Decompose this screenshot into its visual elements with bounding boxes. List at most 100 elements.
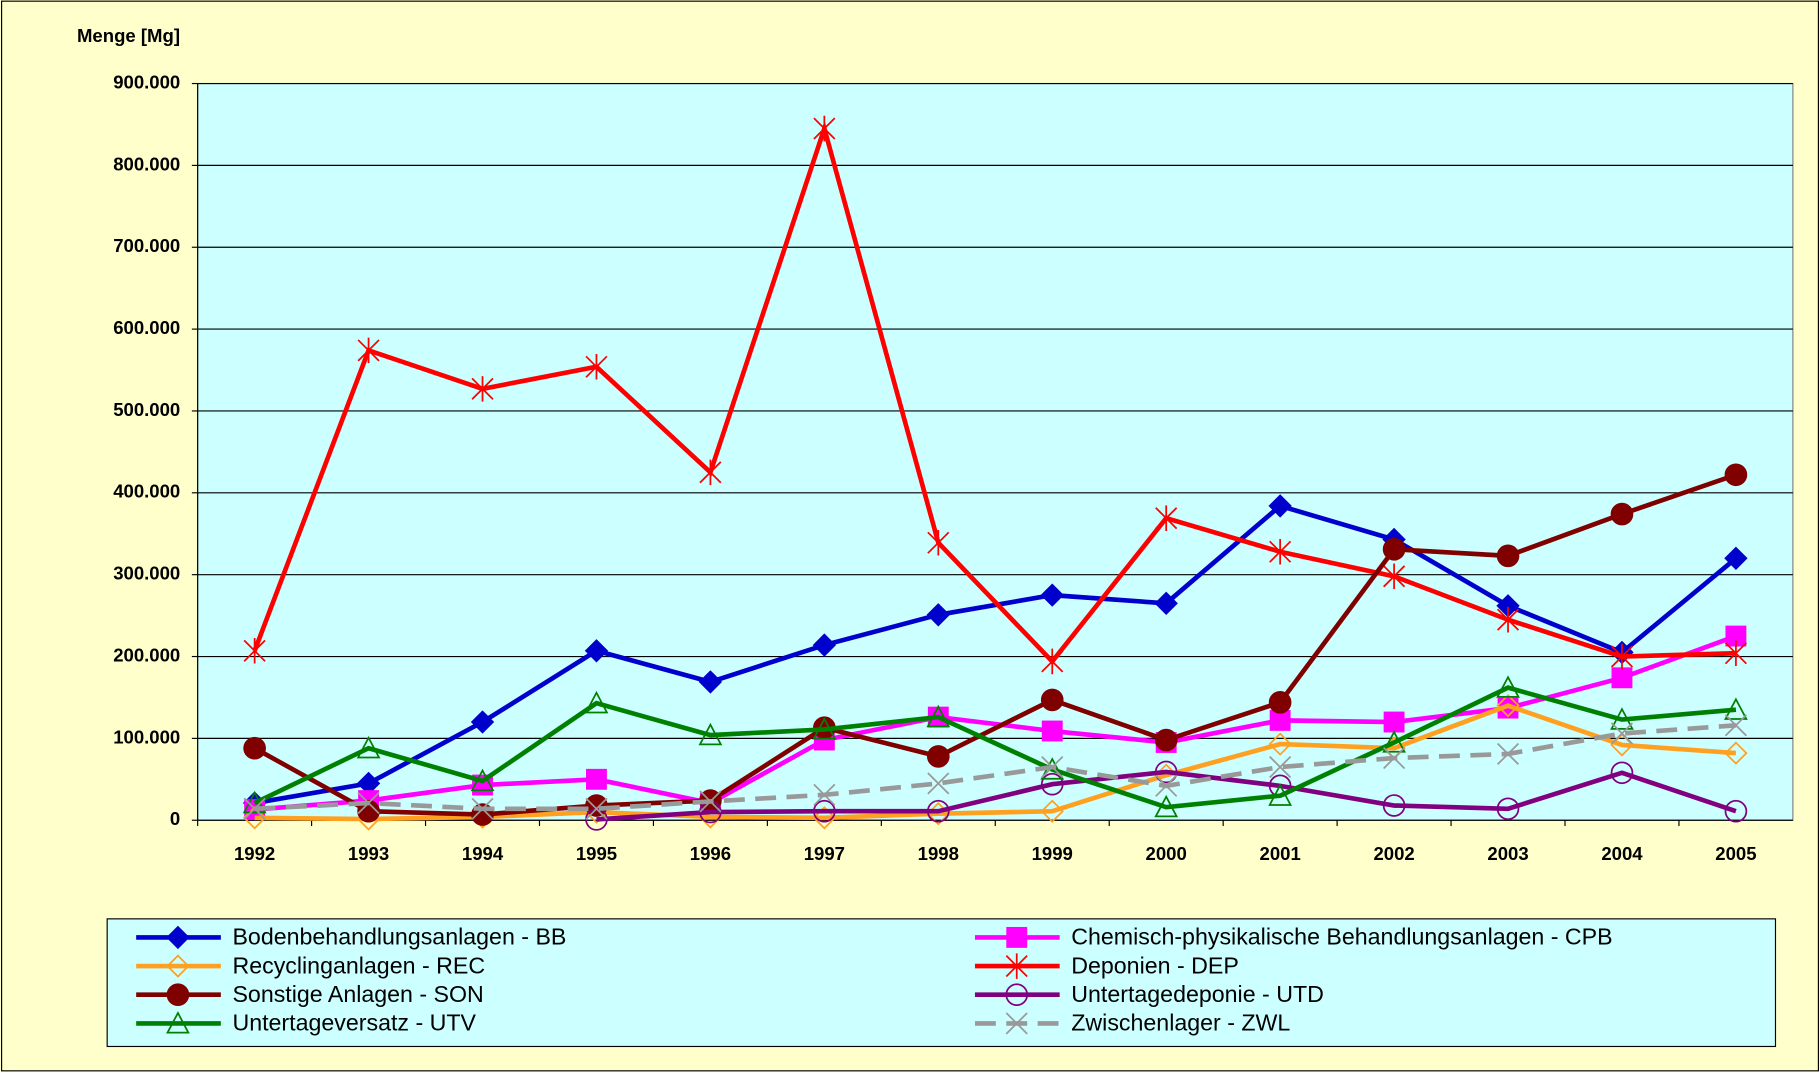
legend [106,918,1777,1048]
marker [357,791,380,815]
marker [926,799,950,823]
y-tick-label: 600.000 [113,317,180,338]
marker [1040,583,1064,607]
marker [1724,799,1748,823]
legend-label: Chemisch-physikalische Behandlungsanlage… [1071,924,1612,950]
marker [813,799,836,823]
marker [1496,797,1520,821]
marker [812,717,837,740]
x-tick-label: 2004 [1601,843,1643,864]
legend-marker [166,954,190,978]
marker [470,768,495,792]
marker [927,529,950,556]
series-line [253,685,1737,810]
marker [1040,688,1064,712]
x-tick-label: 1993 [348,843,389,864]
marker [1724,640,1747,667]
legend-label: Recyclinganlagen - REC [232,952,485,978]
marker [1154,760,1178,784]
marker [1725,625,1747,647]
legend-marker [1005,983,1029,1007]
y-tick-label: 100.000 [113,726,180,747]
marker [585,353,608,380]
marker [1041,648,1064,675]
marker [471,376,494,402]
legend-marker [166,983,190,1007]
marker [1496,693,1520,718]
y-tick-label: 700.000 [113,235,180,256]
marker [1383,746,1406,770]
legend-label: Untertagedeponie - UTD [1071,981,1324,1007]
marker [927,772,950,795]
marker [1040,799,1064,823]
x-tick-label: 1992 [234,843,275,864]
marker [1496,606,1520,633]
series-line [252,120,1736,665]
legend-label: Bodenbehandlungsanlagen - BB [232,924,566,950]
legend-marker [1006,926,1028,948]
marker [1610,761,1634,785]
marker [698,722,723,746]
x-tick-label: 1996 [690,843,731,864]
legend-label: Deponien - DEP [1071,952,1239,978]
marker [1269,538,1292,565]
series-line [253,472,1737,817]
marker [470,710,495,734]
y-tick-label: 800.000 [113,153,180,174]
y-tick-label: 900.000 [113,71,180,92]
legend-marker [1005,1012,1028,1035]
marker [1724,697,1748,720]
marker [926,603,950,627]
x-tick-label: 1995 [576,843,617,864]
marker [586,768,607,790]
marker [926,745,950,768]
y-tick-label: 400.000 [113,481,180,502]
marker [1383,711,1405,733]
marker [1724,463,1748,487]
legend-marker [166,925,190,950]
marker [699,459,722,486]
series-line [596,769,1737,822]
marker [1269,755,1292,779]
marker [242,806,267,830]
marker [243,736,266,760]
marker [1610,722,1634,745]
marker [1610,643,1634,670]
marker [1155,774,1178,797]
legend-label: Zwischenlager - ZWL [1071,1010,1290,1036]
marker [1610,707,1634,730]
series-line [254,722,1737,812]
marker [1382,794,1406,817]
marker [812,633,837,657]
marker [812,806,837,830]
marker [1724,546,1748,570]
marker [1382,730,1406,753]
marker [1496,742,1520,765]
marker [813,783,836,806]
x-tick-label: 2000 [1146,843,1187,864]
x-tick-label: 1994 [462,843,504,864]
marker [698,670,723,694]
marker [1496,675,1520,698]
marker [1154,794,1179,818]
marker [1041,720,1063,742]
y-tick-label: 0 [170,808,180,829]
marker [1155,505,1178,531]
marker [1269,709,1291,731]
marker [1154,728,1178,752]
marker [1611,667,1633,689]
y-tick-label: 300.000 [113,563,180,584]
marker [357,337,380,364]
marker [243,797,266,820]
marker [356,735,381,759]
y-tick-label: 500.000 [113,399,180,420]
x-tick-label: 2005 [1715,843,1756,864]
marker [1724,741,1748,765]
y-axis-label: Menge [Mg] [77,25,180,46]
legend-marker [166,1011,190,1034]
marker [1382,537,1406,561]
marker [1610,502,1634,526]
marker [585,797,608,820]
legend-marker [1005,953,1028,979]
